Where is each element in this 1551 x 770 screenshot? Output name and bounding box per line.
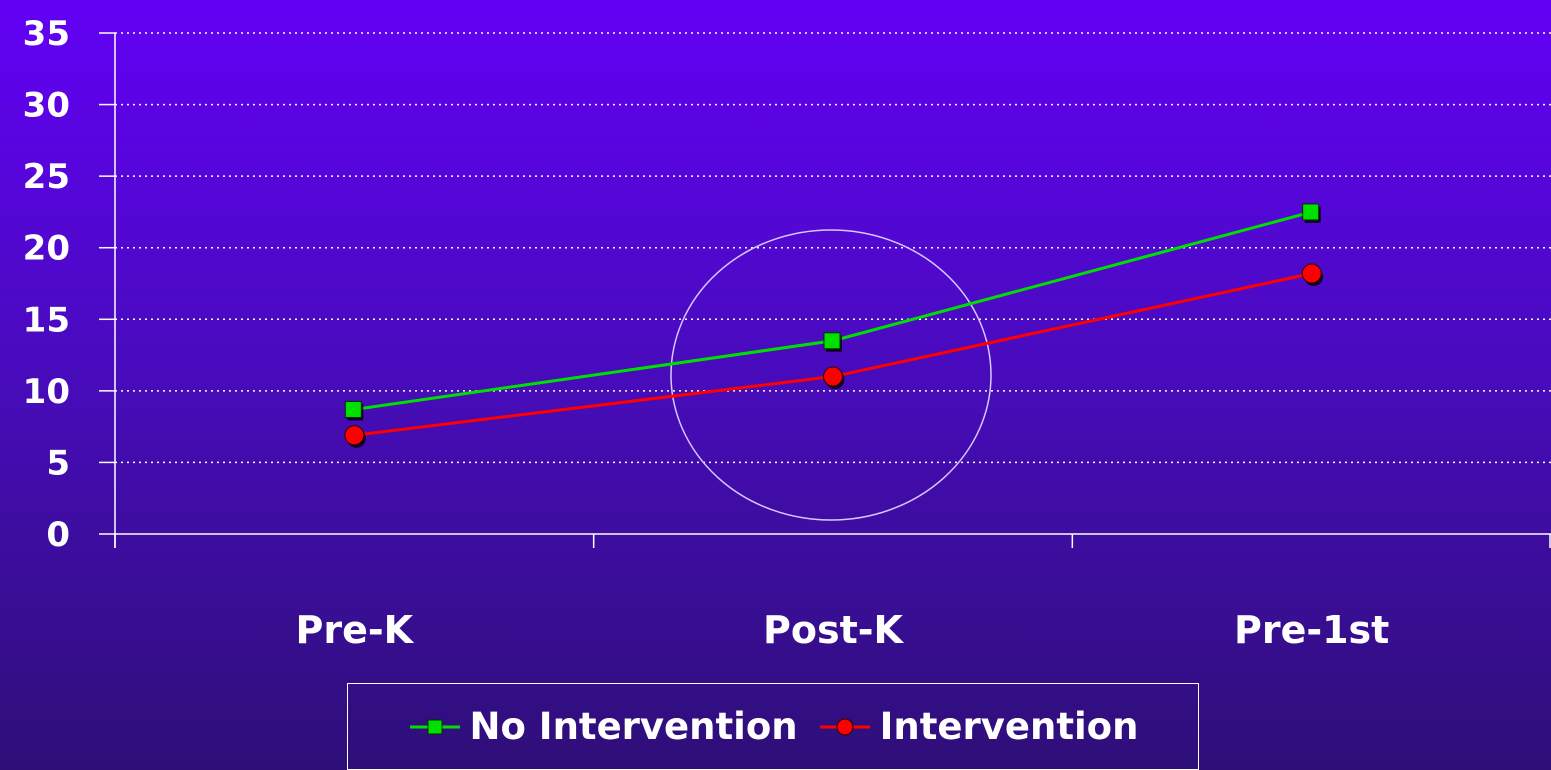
data-point-square — [344, 400, 362, 418]
axes — [99, 32, 1551, 548]
y-tick-label: 0 — [46, 515, 70, 555]
data-point-circle — [1301, 263, 1322, 284]
x-tick-label: Pre-1st — [1234, 608, 1389, 652]
x-tick-label: Post-K — [763, 608, 905, 652]
data-point-circle — [823, 366, 843, 387]
x-tick-labels: Pre-K Post-K Pre-1st — [296, 608, 1390, 652]
legend: No Intervention Intervention — [347, 683, 1199, 770]
y-tick-label: 10 — [23, 372, 70, 412]
gridlines — [115, 32, 1551, 464]
legend-label-no-intervention: No Intervention — [469, 705, 798, 748]
legend-swatch-intervention — [819, 718, 870, 735]
data-point-square — [823, 332, 841, 350]
y-tick-labels: 0 5 10 15 20 25 30 35 — [23, 14, 70, 555]
y-tick-label: 25 — [23, 157, 70, 197]
legend-swatch-no-intervention — [409, 719, 460, 734]
y-tick-label: 15 — [23, 300, 70, 340]
annotation-circle — [670, 229, 992, 521]
y-tick-label: 5 — [46, 443, 70, 483]
series-line — [354, 272, 1312, 437]
y-tick-label: 35 — [23, 14, 70, 54]
series-layer — [344, 203, 1324, 448]
y-tick-label: 20 — [23, 229, 70, 269]
legend-item-intervention: Intervention — [818, 705, 1139, 748]
annotation-layer — [670, 229, 992, 521]
data-point-square — [1302, 203, 1320, 221]
data-point-circle — [344, 425, 365, 446]
legend-label-intervention: Intervention — [879, 705, 1139, 748]
x-tick-label: Pre-K — [296, 608, 415, 652]
y-tick-label: 30 — [23, 86, 70, 126]
legend-item-no-intervention: No Intervention — [408, 705, 798, 748]
